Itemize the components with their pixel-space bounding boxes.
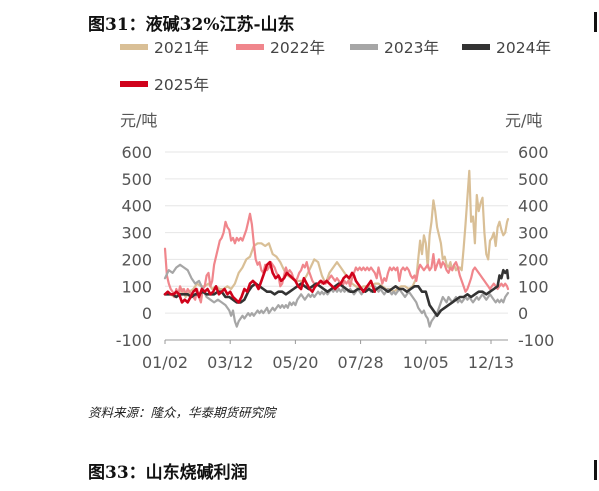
series-line-2022年 (163, 212, 510, 304)
x-tick-label: 12/13 (468, 353, 514, 372)
y-tick-label-right: 100 (518, 277, 549, 296)
legend-item-2021年: 2021年 (120, 39, 209, 57)
series-line-2025年 (163, 260, 377, 304)
y-tick-label-left: 300 (121, 224, 152, 243)
y-tick-label-right: 500 (518, 170, 549, 189)
series-line-2024年 (163, 268, 510, 318)
source-note: 资料来源：隆众，华泰期货研究院 (88, 405, 276, 420)
legend-item-2023年: 2023年 (350, 39, 439, 57)
legend-swatch (462, 44, 490, 50)
y-tick-label-left: 600 (121, 143, 152, 162)
y-ticks-right: -100 0 100 200 300 400 500 600 (518, 143, 554, 350)
adjacent-panel-edge-2 (594, 460, 597, 480)
legend-item-2024年: 2024年 (462, 39, 551, 57)
grid-lines (165, 151, 508, 341)
legend-label: 2021年 (154, 39, 209, 57)
legend-label: 2023年 (384, 39, 439, 57)
y-tick-label-left: 400 (121, 197, 152, 216)
y-ticks-left: -100 0 100 200 300 400 500 600 (116, 143, 152, 350)
x-axis: 01/02 03/12 05/20 07/28 10/05 12/13 (142, 339, 514, 372)
legend-item-2022年: 2022年 (236, 39, 325, 57)
legend-label: 2022年 (270, 39, 325, 57)
chart-title: 图31：液碱32%江苏-山东 (88, 15, 295, 35)
x-tick-label: 07/28 (338, 353, 384, 372)
legend-swatch (120, 44, 148, 50)
x-tick-label: 03/12 (207, 353, 253, 372)
y-tick-label-right: 600 (518, 143, 549, 162)
y-tick-label-left: 200 (121, 250, 152, 269)
next-chart-title: 图33：山东烧碱利润 (88, 463, 248, 483)
y-tick-label-right: 200 (518, 250, 549, 269)
legend-swatch (350, 44, 378, 50)
adjacent-panel-edge (594, 12, 597, 32)
legend-swatch (236, 44, 264, 50)
y-tick-label-right: 300 (518, 224, 549, 243)
series-line-2023年 (163, 263, 510, 328)
x-tick-label: 05/20 (272, 353, 318, 372)
legend-item-2025年: 2025年 (120, 76, 209, 94)
y-tick-label-left: 100 (121, 277, 152, 296)
x-tick-label: 10/05 (403, 353, 449, 372)
legend-label: 2024年 (496, 39, 551, 57)
series-lines (163, 169, 510, 328)
y-tick-label-right: -100 (518, 331, 554, 350)
legend-label: 2025年 (154, 76, 209, 94)
y-tick-label-left: -100 (116, 331, 152, 350)
x-tick-label: 01/02 (142, 353, 188, 372)
chart-legend: 2021年 2022年 2023年 2024年 2025年 (120, 39, 551, 94)
y-tick-label-right: 0 (518, 304, 528, 323)
y-tick-label-left: 0 (142, 304, 152, 323)
y-axis-unit-left: 元/吨 (120, 111, 157, 130)
y-axis-unit-right: 元/吨 (505, 111, 542, 130)
y-tick-label-left: 500 (121, 170, 152, 189)
y-tick-label-right: 400 (518, 197, 549, 216)
legend-swatch (120, 81, 148, 87)
